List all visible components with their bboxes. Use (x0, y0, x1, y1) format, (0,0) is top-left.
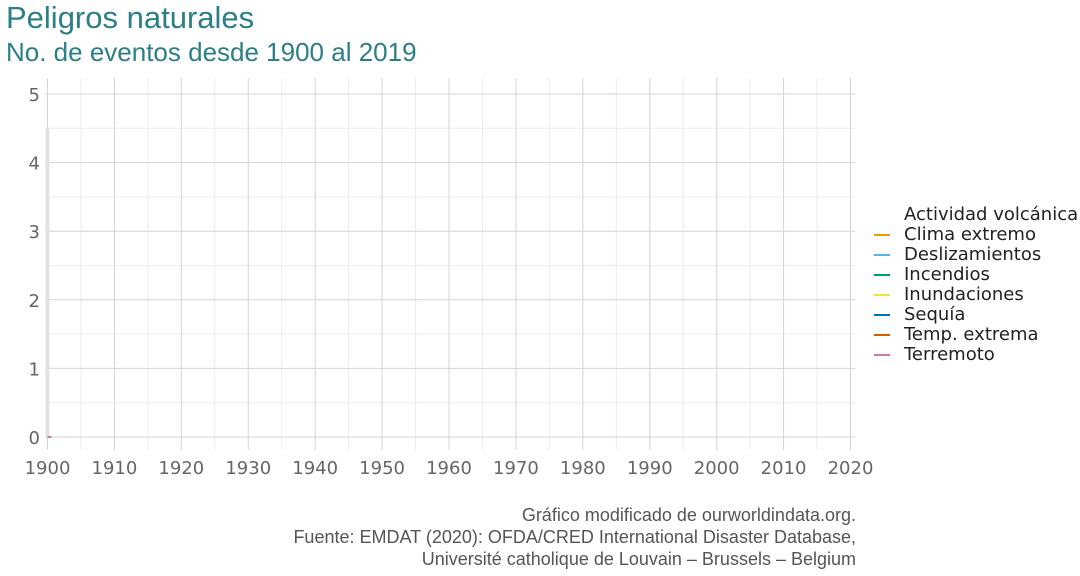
x-tick-label: 1900 (25, 458, 71, 479)
legend-swatch (874, 214, 890, 216)
legend-swatch (874, 234, 890, 236)
legend-swatch (874, 314, 890, 316)
y-tick-label: 2 (29, 291, 40, 312)
x-tick-label: 1950 (359, 458, 405, 479)
plot-panel (45, 78, 855, 450)
x-tick-label: 1960 (426, 458, 472, 479)
chart-subtitle: No. de eventos desde 1900 al 2019 (6, 37, 417, 67)
y-tick-label: 3 (29, 222, 40, 243)
legend-label: Temp. extrema (904, 324, 1039, 345)
x-tick-label: 1970 (493, 458, 539, 479)
legend-item: Terremoto (872, 345, 1078, 365)
x-tick-label: 1910 (92, 458, 138, 479)
x-tick-label: 1930 (225, 458, 271, 479)
x-tick-label: 1980 (560, 458, 606, 479)
caption-line-1: Gráfico modificado de ourworldindata.org… (521, 505, 856, 525)
legend-label: Inundaciones (904, 284, 1024, 305)
legend-item: Actividad volcánica (872, 205, 1078, 225)
x-tick-label: 2020 (828, 458, 874, 479)
legend-label: Sequía (904, 304, 966, 325)
x-tick-label: 1990 (627, 458, 673, 479)
legend-label: Actividad volcánica (904, 204, 1079, 225)
y-tick-label: 1 (29, 359, 40, 380)
y-tick-label: 4 (29, 154, 40, 175)
legend-item: Sequía (872, 305, 1078, 325)
legend-swatch (874, 354, 890, 356)
legend-item: Clima extremo (872, 225, 1078, 245)
legend-swatch (874, 294, 890, 296)
legend-swatch (874, 274, 890, 276)
chart-title: Peligros naturales (6, 0, 255, 35)
legend-item: Deslizamientos (872, 245, 1078, 265)
x-tick-label: 1920 (158, 458, 204, 479)
legend-label: Deslizamientos (904, 244, 1042, 265)
x-tick-label: 2010 (761, 458, 807, 479)
y-tick-label: 0 (29, 428, 40, 449)
legend-label: Terremoto (904, 344, 995, 365)
legend-item: Temp. extrema (872, 325, 1078, 345)
legend-swatch (874, 334, 890, 336)
x-tick-label: 2000 (694, 458, 740, 479)
x-tick-label: 1940 (292, 458, 338, 479)
uncertainty-band (45, 128, 50, 438)
legend-item: Incendios (872, 265, 1078, 285)
legend-label: Clima extremo (904, 224, 1036, 245)
caption-line-2: Fuente: EMDAT (2020): OFDA/CRED Internat… (293, 527, 856, 547)
legend-swatch (874, 254, 890, 256)
chart-caption: Gráfico modificado de ourworldindata.org… (293, 504, 856, 570)
y-tick-label: 5 (29, 85, 40, 106)
chart-legend: Actividad volcánica Clima extremo Deslizam… (872, 205, 1078, 365)
caption-line-3: Université catholique de Louvain – Bruss… (421, 549, 856, 569)
legend-item: Inundaciones (872, 285, 1078, 305)
legend-label: Incendios (904, 264, 990, 285)
